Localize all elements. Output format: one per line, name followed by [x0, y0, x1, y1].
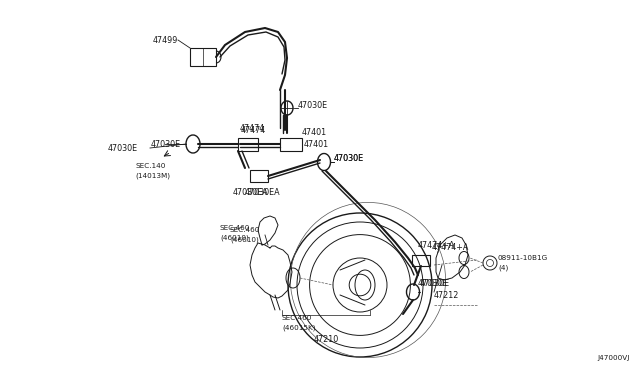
Text: (46015K): (46015K)	[282, 325, 316, 331]
Bar	[238, 138, 258, 151]
Text: (46010): (46010)	[220, 235, 249, 241]
Text: SEC.460: SEC.460	[220, 225, 250, 231]
Bar	[250, 170, 268, 182]
Text: 47401: 47401	[304, 140, 329, 148]
Text: SEC.460: SEC.460	[230, 227, 260, 233]
Text: 47499: 47499	[152, 35, 178, 45]
Text: 47030E: 47030E	[418, 279, 448, 289]
Text: 47030EA: 47030EA	[233, 187, 269, 196]
Bar	[190, 48, 216, 66]
Text: (14013M): (14013M)	[135, 173, 170, 179]
Text: 47474+A: 47474+A	[418, 241, 456, 250]
Bar	[280, 138, 302, 151]
Text: (4): (4)	[498, 265, 508, 271]
Text: J47000VJ: J47000VJ	[598, 355, 630, 361]
Text: 47030E: 47030E	[334, 154, 364, 163]
Text: SEC.140: SEC.140	[135, 163, 165, 169]
Text: 47030E: 47030E	[298, 100, 328, 109]
Text: 47212: 47212	[434, 291, 460, 299]
Text: 47474: 47474	[240, 124, 265, 132]
Text: 47401: 47401	[302, 128, 327, 137]
Text: 08911-10B1G: 08911-10B1G	[498, 255, 548, 261]
Text: 47474: 47474	[241, 125, 266, 135]
Text: (46010): (46010)	[230, 237, 259, 243]
Text: 47030E: 47030E	[420, 279, 450, 289]
Text: 47210: 47210	[314, 336, 339, 344]
Bar	[412, 255, 430, 266]
Text: 47474+A: 47474+A	[432, 244, 469, 253]
Text: 47030E: 47030E	[334, 154, 364, 163]
Text: 47030E: 47030E	[108, 144, 138, 153]
Text: 47030E: 47030E	[151, 140, 181, 148]
Text: 47030EA: 47030EA	[245, 187, 280, 196]
Text: SEC.460: SEC.460	[282, 315, 312, 321]
